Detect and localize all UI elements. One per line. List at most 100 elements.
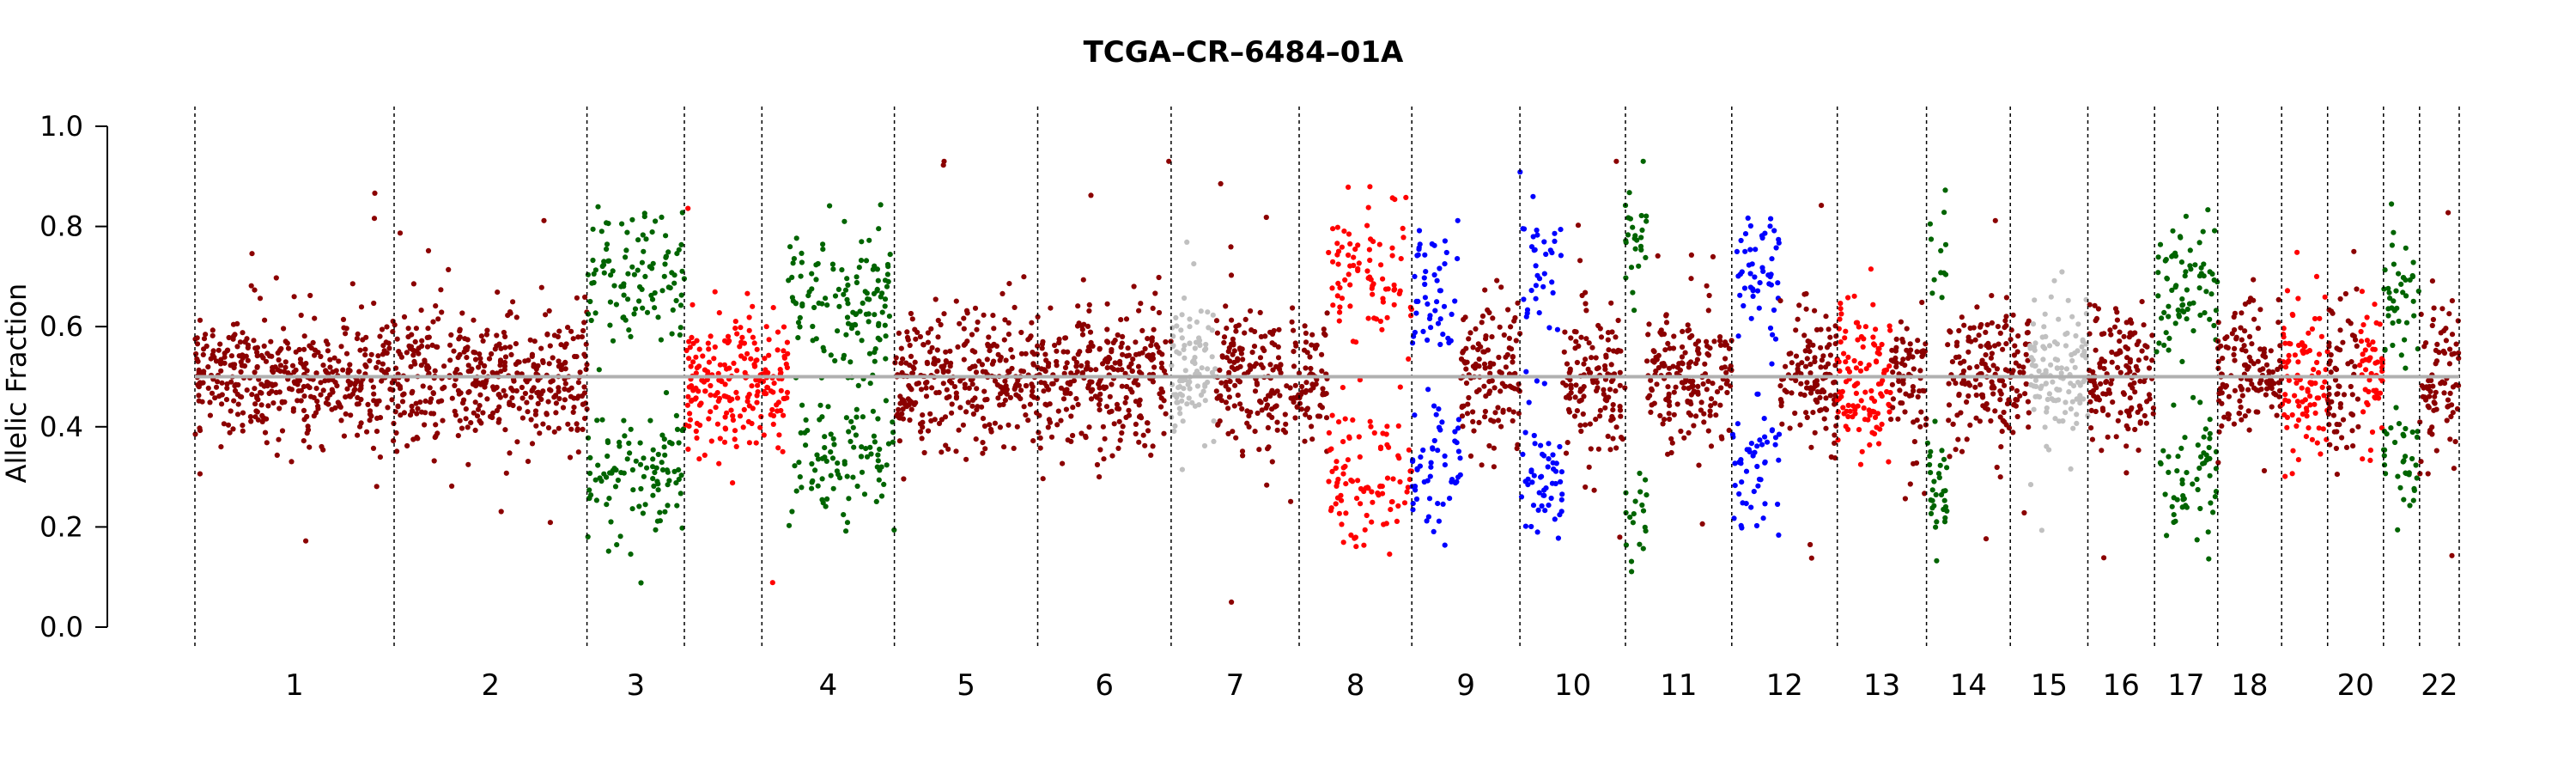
data-point <box>2363 367 2369 373</box>
data-point <box>1886 459 1892 465</box>
data-point <box>1242 330 1248 336</box>
data-point <box>1631 511 1637 517</box>
data-point <box>2196 240 2202 246</box>
data-point <box>758 413 764 420</box>
data-point <box>1302 438 1308 444</box>
data-point <box>414 411 420 417</box>
data-point <box>2300 411 2306 417</box>
data-point <box>385 405 391 411</box>
data-point <box>508 385 514 391</box>
data-point <box>1040 476 1046 482</box>
data-point <box>207 399 213 405</box>
data-point <box>1509 346 1515 352</box>
data-point <box>1061 370 1067 376</box>
data-point <box>816 300 822 306</box>
data-point <box>1377 444 1384 450</box>
data-point <box>2357 363 2363 369</box>
data-point <box>784 389 791 395</box>
data-point <box>1483 333 1489 339</box>
data-point <box>1636 263 1642 269</box>
data-point <box>489 350 495 357</box>
data-point <box>2080 337 2086 343</box>
data-point <box>674 503 680 509</box>
data-point <box>1984 322 1990 328</box>
data-point <box>696 346 702 352</box>
data-point <box>1807 349 1813 355</box>
data-point <box>2388 425 2394 431</box>
data-point <box>768 411 774 417</box>
data-point <box>1640 508 1647 514</box>
data-point <box>2449 332 2456 338</box>
data-point <box>400 392 406 398</box>
points-chr-5-0 <box>892 158 1041 482</box>
data-point <box>1594 366 1600 372</box>
data-point <box>1602 397 1608 403</box>
data-point <box>392 378 398 384</box>
data-point <box>1550 460 1556 466</box>
data-point <box>2332 377 2339 383</box>
data-point <box>453 412 459 418</box>
data-point <box>2314 359 2320 366</box>
data-point <box>1060 396 1067 402</box>
data-point <box>405 326 411 332</box>
data-point <box>1142 345 1148 352</box>
data-point <box>2300 343 2306 349</box>
data-point <box>792 463 798 469</box>
data-point <box>1179 398 1185 404</box>
data-point <box>1567 368 1573 374</box>
data-point <box>1424 518 1430 524</box>
data-point <box>270 382 276 388</box>
data-point <box>1533 283 1539 289</box>
data-point <box>325 348 331 354</box>
data-point <box>854 279 860 286</box>
data-point <box>358 396 364 403</box>
data-point <box>1437 288 1443 294</box>
data-point <box>1412 273 1418 279</box>
data-point <box>970 411 976 417</box>
data-point <box>1844 408 1850 414</box>
data-point <box>1232 382 1238 388</box>
data-point <box>1954 412 1960 418</box>
data-point <box>1643 528 1649 534</box>
data-point <box>2238 325 2244 331</box>
data-point <box>1615 317 1621 324</box>
data-point <box>864 454 871 460</box>
data-point <box>687 384 693 390</box>
data-point <box>234 344 240 350</box>
data-point <box>766 352 772 358</box>
data-point <box>1352 534 1358 540</box>
data-point <box>1182 368 1188 374</box>
data-point <box>1739 479 1745 485</box>
data-point <box>1467 330 1473 336</box>
data-point <box>2033 383 2039 389</box>
data-point <box>2169 503 2175 509</box>
data-point <box>484 327 490 333</box>
data-point <box>1158 360 1164 366</box>
data-point <box>734 331 740 337</box>
data-point <box>1384 424 1390 430</box>
data-point <box>1942 488 1948 494</box>
data-point <box>1251 363 1257 369</box>
data-point <box>2246 333 2253 339</box>
data-point <box>2350 443 2356 449</box>
chromosome-label: 3 <box>626 668 645 703</box>
data-point <box>1627 515 1633 521</box>
data-point <box>1119 430 1125 436</box>
data-point <box>245 357 251 363</box>
points-chr-16-0 <box>2086 299 2156 561</box>
data-point <box>1825 361 1832 367</box>
data-point <box>2312 410 2318 416</box>
data-point <box>194 335 200 341</box>
data-point <box>391 437 397 444</box>
data-point <box>688 363 694 369</box>
data-point <box>1911 419 1917 425</box>
data-point <box>1812 308 1818 314</box>
data-point <box>2226 393 2232 399</box>
points-chr-seg21-0 <box>2381 201 2421 533</box>
data-point <box>225 347 231 353</box>
data-point <box>1804 414 1810 421</box>
data-point <box>1628 265 1635 271</box>
data-point <box>666 439 673 446</box>
data-point <box>1946 381 1952 387</box>
data-point <box>1267 362 1273 368</box>
